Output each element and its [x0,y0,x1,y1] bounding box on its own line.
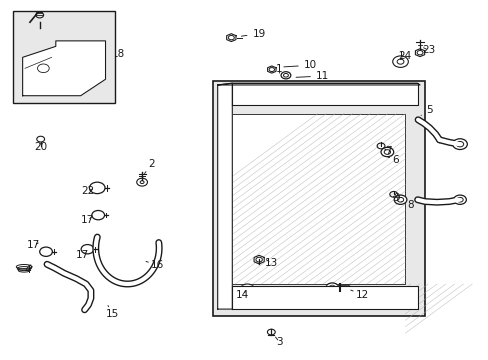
Text: 12: 12 [350,290,368,300]
Text: 21: 21 [60,27,100,37]
Text: 17: 17 [81,215,94,225]
Text: 7: 7 [384,146,391,156]
Circle shape [453,195,466,204]
Text: 9: 9 [392,193,399,203]
Circle shape [397,197,403,202]
Text: 16: 16 [146,260,164,270]
Circle shape [140,181,144,184]
Text: 1: 1 [276,64,283,74]
Text: 23: 23 [421,45,434,55]
Text: 13: 13 [264,258,277,268]
Circle shape [281,72,290,79]
Text: 17: 17 [27,240,41,250]
Circle shape [396,59,403,64]
Bar [13,12,115,103]
Text: 5: 5 [420,105,432,116]
Text: 14: 14 [235,290,249,300]
Polygon shape [414,49,424,57]
Text: 3: 3 [275,337,283,347]
Circle shape [384,150,390,154]
Bar [232,114,405,284]
Circle shape [455,141,463,147]
Circle shape [392,56,407,67]
Text: 19: 19 [241,29,265,39]
Circle shape [393,195,406,204]
Circle shape [244,287,250,292]
Circle shape [380,147,393,157]
Text: 20: 20 [34,142,47,152]
Text: 6: 6 [386,155,398,165]
Circle shape [328,285,335,290]
Polygon shape [22,41,105,96]
Polygon shape [226,34,236,41]
Circle shape [325,283,338,292]
Circle shape [452,139,467,149]
Circle shape [240,284,254,295]
Text: 15: 15 [106,306,119,319]
Text: 24: 24 [397,51,410,61]
Text: 18: 18 [84,49,125,59]
Circle shape [283,73,288,77]
Polygon shape [232,83,417,105]
Text: 17: 17 [76,250,89,260]
Polygon shape [267,66,275,73]
Polygon shape [217,83,419,85]
Polygon shape [232,286,417,309]
Text: 10: 10 [283,60,316,70]
Bar [212,81,424,316]
Polygon shape [217,83,232,309]
Text: 22: 22 [81,186,94,197]
Circle shape [137,178,147,186]
Polygon shape [254,255,264,264]
Text: 2: 2 [144,159,155,174]
Text: 8: 8 [401,200,413,210]
Text: 11: 11 [295,71,328,81]
Circle shape [456,197,462,202]
Text: 4: 4 [24,265,31,275]
